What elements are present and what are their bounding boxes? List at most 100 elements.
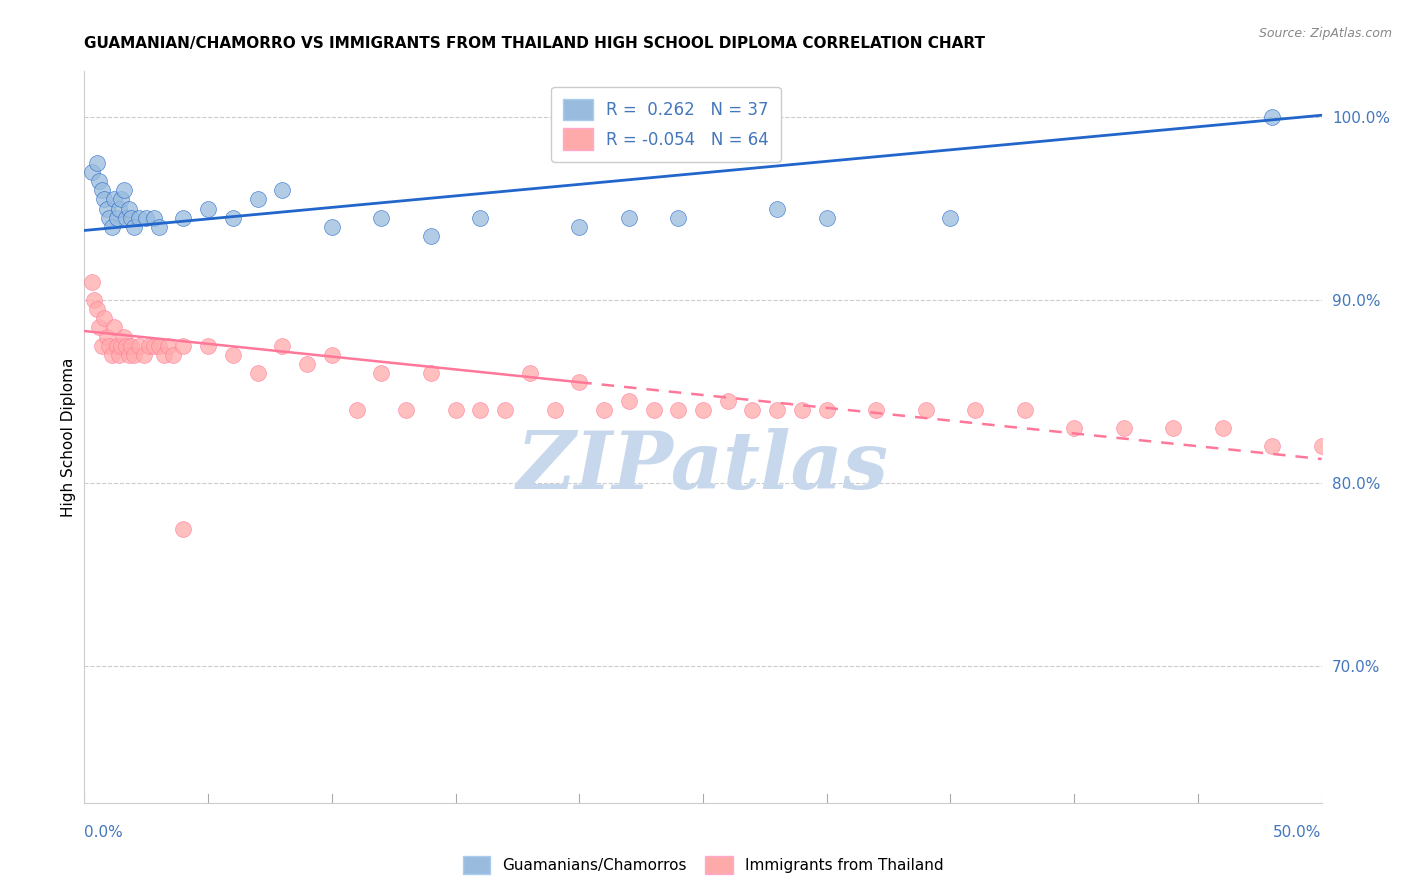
Point (470, 211, 492, 225)
Legend: Guamanians/Chamorros, Immigrants from Thailand: Guamanians/Chamorros, Immigrants from Th… (457, 850, 949, 880)
Point (617, 393, 640, 408)
Point (122, 219, 145, 234)
Text: ZIPatlas: ZIPatlas (517, 427, 889, 505)
Point (96, 329, 118, 343)
Point (115, 211, 138, 225)
Point (666, 211, 689, 225)
Point (108, 202, 131, 216)
Point (93, 311, 115, 326)
Point (395, 402, 418, 417)
Point (568, 219, 591, 234)
Point (115, 338, 138, 352)
Point (142, 338, 165, 352)
Point (444, 402, 467, 417)
Point (1261, 439, 1284, 453)
Point (172, 338, 194, 352)
Point (112, 183, 135, 197)
Point (370, 211, 392, 225)
Point (110, 338, 132, 352)
Point (815, 402, 838, 417)
Point (96, 202, 118, 216)
Point (222, 348, 245, 362)
Point (321, 219, 343, 234)
Point (100, 219, 122, 234)
Point (692, 402, 714, 417)
Point (89, 174, 111, 188)
Point (172, 211, 194, 225)
Point (1310, 439, 1333, 453)
Point (197, 202, 219, 216)
Point (148, 338, 170, 352)
Point (419, 228, 441, 243)
Point (494, 402, 516, 417)
Point (965, 402, 987, 417)
Point (1014, 402, 1036, 417)
Point (86, 301, 108, 316)
Point (295, 357, 318, 371)
Point (1112, 421, 1135, 435)
Point (593, 402, 616, 417)
Point (666, 402, 689, 417)
Point (939, 211, 962, 225)
Point (1063, 421, 1085, 435)
Point (790, 402, 813, 417)
Point (1261, 110, 1284, 124)
Point (90, 183, 112, 197)
Point (1161, 421, 1184, 435)
Point (105, 338, 128, 352)
Legend: R =  0.262   N = 37, R = -0.054   N = 64: R = 0.262 N = 37, R = -0.054 N = 64 (551, 87, 780, 161)
Point (222, 211, 245, 225)
Point (103, 320, 125, 334)
Point (108, 348, 131, 362)
Point (105, 211, 128, 225)
Point (617, 211, 640, 225)
Text: 0.0%: 0.0% (84, 825, 124, 839)
Point (568, 375, 591, 389)
Point (128, 211, 150, 225)
Point (271, 183, 294, 197)
Point (89, 320, 111, 334)
Point (110, 192, 132, 206)
Point (865, 402, 887, 417)
Y-axis label: High School Diploma: High School Diploma (60, 358, 76, 516)
Point (172, 521, 194, 535)
Point (98, 211, 121, 225)
Point (543, 402, 565, 417)
Point (100, 348, 122, 362)
Point (80, 275, 103, 289)
Point (112, 329, 135, 343)
Point (271, 338, 294, 352)
Text: Source: ZipAtlas.com: Source: ZipAtlas.com (1258, 27, 1392, 40)
Point (197, 338, 219, 352)
Point (135, 211, 157, 225)
Point (86, 155, 108, 169)
Point (83, 293, 105, 307)
Point (118, 202, 141, 216)
Point (128, 338, 150, 352)
Point (1212, 421, 1234, 435)
Point (766, 402, 789, 417)
Point (118, 348, 141, 362)
Point (80, 165, 103, 179)
Point (162, 348, 184, 362)
Point (346, 402, 368, 417)
Point (717, 393, 740, 408)
Point (120, 211, 142, 225)
Point (766, 202, 789, 216)
Point (914, 402, 936, 417)
Point (157, 338, 180, 352)
Point (122, 348, 145, 362)
Point (138, 338, 160, 352)
Point (90, 338, 112, 352)
Point (370, 366, 392, 380)
Point (246, 366, 269, 380)
Text: GUAMANIAN/CHAMORRO VS IMMIGRANTS FROM THAILAND HIGH SCHOOL DIPLOMA CORRELATION C: GUAMANIAN/CHAMORRO VS IMMIGRANTS FROM TH… (84, 36, 986, 51)
Point (132, 348, 155, 362)
Point (321, 348, 343, 362)
Point (93, 192, 115, 206)
Point (419, 366, 441, 380)
Point (142, 211, 165, 225)
Point (148, 219, 170, 234)
Text: 50.0%: 50.0% (1274, 825, 1322, 839)
Point (815, 211, 838, 225)
